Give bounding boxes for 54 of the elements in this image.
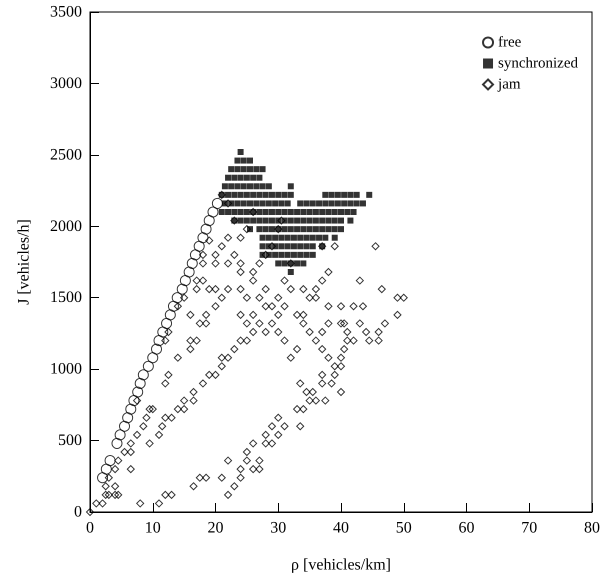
x-tick-label: 10 [144, 520, 161, 536]
point [122, 412, 134, 424]
point [138, 369, 149, 380]
x-tick-label: 30 [270, 520, 286, 536]
point [190, 249, 201, 260]
y-tick-label: 1000 [50, 360, 82, 378]
point [128, 395, 140, 406]
y-tick-label: 500 [58, 432, 82, 450]
y-tick-label: 2500 [50, 146, 82, 164]
point [142, 360, 154, 372]
point [184, 266, 195, 278]
point [186, 258, 198, 269]
point [114, 429, 126, 440]
point [104, 455, 116, 466]
x-tick-label: 70 [521, 520, 538, 536]
point [125, 404, 136, 415]
point [200, 224, 212, 235]
point [147, 352, 158, 364]
point [161, 318, 172, 329]
point [154, 335, 165, 346]
point [119, 420, 130, 432]
y-tick-label: 1500 [50, 289, 82, 306]
point [151, 344, 162, 355]
point [194, 240, 205, 252]
x-tick-label: 0 [86, 520, 94, 536]
y-tick-label: 3500 [50, 4, 82, 20]
legend-label: free [498, 34, 522, 50]
y-axis-title: J [vehicles/h] [16, 219, 32, 305]
x-axis-title: ρ [vehicles/km] [291, 556, 391, 574]
y-tick-label: 0 [74, 504, 82, 520]
point [208, 206, 218, 218]
point [164, 309, 176, 320]
x-tick-label: 40 [333, 520, 349, 536]
point [180, 275, 191, 286]
x-tick-label: 20 [208, 520, 224, 536]
point [111, 438, 122, 449]
y-tick-label: 2000 [50, 218, 82, 235]
legend-label: jam [497, 76, 521, 92]
point [197, 232, 208, 244]
point [168, 300, 179, 312]
point [97, 472, 108, 484]
point [157, 326, 168, 338]
point [204, 215, 215, 226]
legend-label: synchronized [498, 56, 578, 72]
point [212, 198, 223, 209]
point [132, 386, 144, 398]
x-tick-label: 80 [584, 520, 600, 536]
point [134, 378, 146, 389]
y-tick-label: 3000 [50, 74, 82, 92]
point [172, 292, 183, 304]
point [176, 284, 188, 295]
x-tick-label: 60 [458, 520, 474, 536]
x-tick-label: 50 [396, 520, 412, 536]
point [100, 464, 112, 475]
